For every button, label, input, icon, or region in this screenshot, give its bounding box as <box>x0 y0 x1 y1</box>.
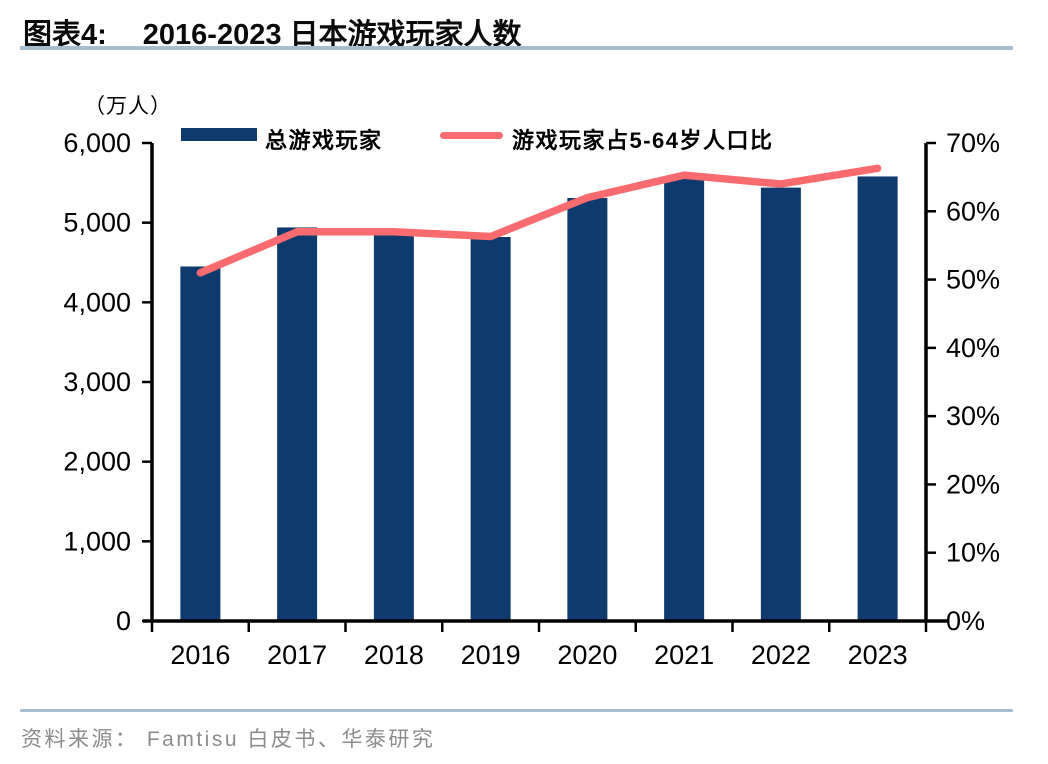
figure-label: 图表4: <box>23 19 107 51</box>
bar-2016 <box>180 266 221 621</box>
bar-2023 <box>857 176 898 621</box>
left-axis-tick-label: 5,000 <box>63 208 131 238</box>
x-axis-tick-label: 2018 <box>364 640 424 670</box>
x-axis-tick-label: 2022 <box>751 640 811 670</box>
figure-title: 2016-2023 日本游戏玩家人数 <box>142 19 522 51</box>
x-axis-tick-label: 2021 <box>654 640 714 670</box>
left-axis-tick-label: 6,000 <box>63 128 131 158</box>
right-axis-tick-label: 40% <box>946 333 1000 363</box>
ratio-trend-line <box>196 164 882 277</box>
x-axis-tick-label: 2017 <box>267 640 327 670</box>
bar-2018 <box>373 229 414 622</box>
right-axis-tick-label: 30% <box>946 401 1000 431</box>
bar-2021 <box>664 178 705 621</box>
page-title: 图表4: 2016-2023 日本游戏玩家人数 <box>23 11 522 53</box>
title-divider <box>20 46 1013 50</box>
bar-2019 <box>470 237 511 622</box>
x-axis-tick-label: 2020 <box>557 640 617 670</box>
right-axis-tick-label: 20% <box>946 469 1000 499</box>
bar-2017 <box>277 227 318 622</box>
left-axis-tick-label: 4,000 <box>63 287 131 317</box>
left-axis-unit-label: （万人） <box>84 95 172 118</box>
footer-divider <box>20 709 1013 712</box>
source-note: 资料来源： Famtisu 白皮书、华泰研究 <box>21 728 436 751</box>
left-axis-tick-label: 3,000 <box>63 367 131 397</box>
left-axis-tick-label: 1,000 <box>63 526 131 556</box>
x-axis-tick-label: 2023 <box>848 640 908 670</box>
right-axis-tick-label: 70% <box>946 128 1000 158</box>
right-axis-tick-label: 0% <box>946 606 985 636</box>
bar-2020 <box>567 197 608 621</box>
x-axis-tick-label: 2019 <box>461 640 521 670</box>
bar-2022 <box>760 187 801 621</box>
x-axis-tick-label: 2016 <box>170 640 230 670</box>
left-axis-tick-label: 2,000 <box>63 447 131 477</box>
right-axis-tick-label: 10% <box>946 538 1000 568</box>
left-axis-tick-label: 0 <box>116 606 131 636</box>
right-axis-tick-label: 60% <box>946 196 1000 226</box>
right-axis-tick-label: 50% <box>946 265 1000 295</box>
